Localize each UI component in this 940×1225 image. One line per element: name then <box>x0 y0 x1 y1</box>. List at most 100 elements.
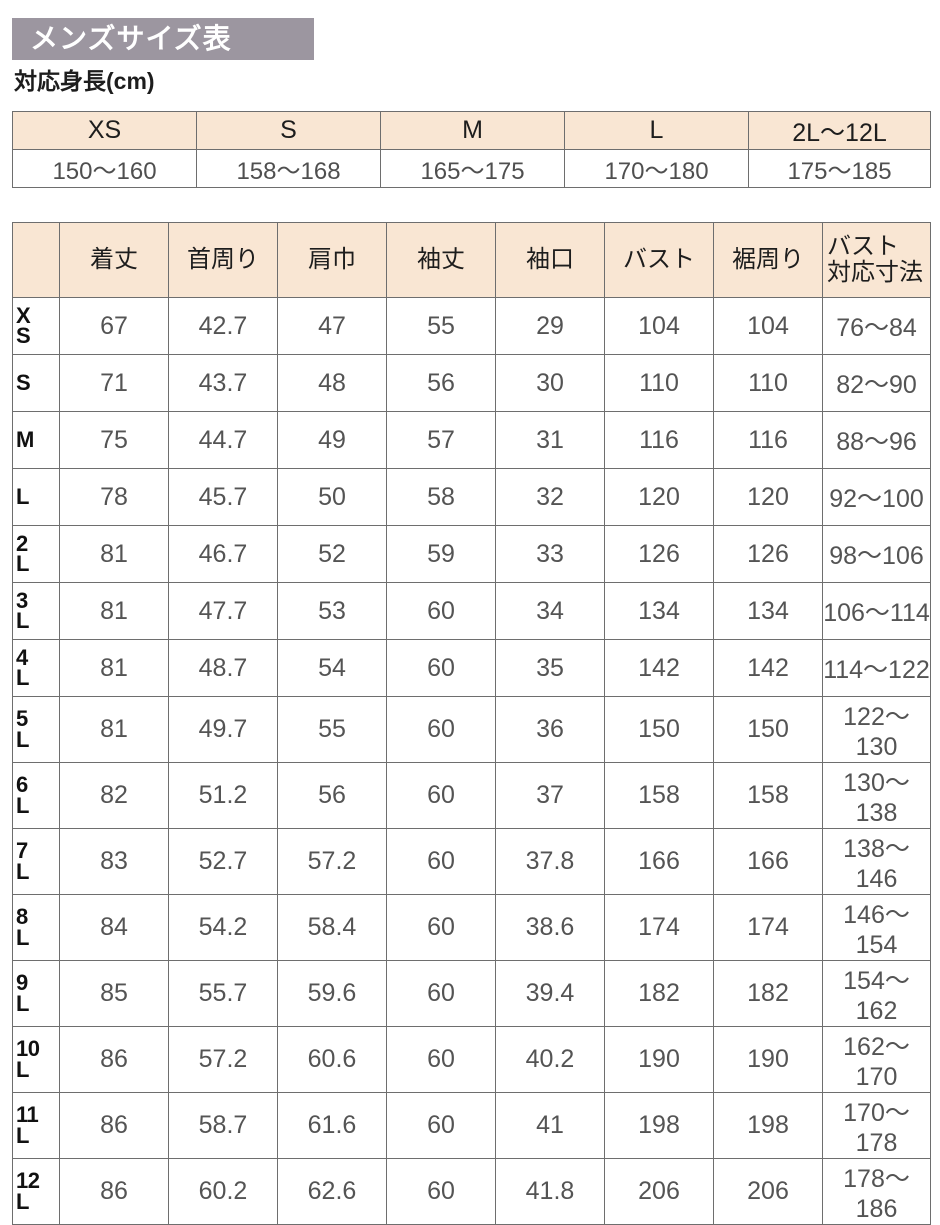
cell-c6: 126 <box>604 525 714 583</box>
row-size-label-bottom: L <box>16 1188 29 1214</box>
cell-c5: 30 <box>495 354 605 412</box>
cell-c3: 58.4 <box>277 894 387 961</box>
header-katahaba: 肩巾 <box>277 222 387 298</box>
table-row: 8 L 84 54.2 58.4 60 38.6 174 174 146〜154 <box>12 894 931 961</box>
row-size-label-top: 8 <box>16 904 28 930</box>
cell-c3: 47 <box>277 297 387 355</box>
cell-c1: 85 <box>59 960 169 1027</box>
cell-c1: 81 <box>59 639 169 697</box>
cell-c4: 60 <box>386 960 496 1027</box>
cell-c1: 67 <box>59 297 169 355</box>
cell-c2: 49.7 <box>168 696 278 763</box>
cell-c7: 120 <box>713 468 823 526</box>
row-size-label: S <box>12 354 60 412</box>
cell-c5: 39.4 <box>495 960 605 1027</box>
cell-c5: 34 <box>495 582 605 640</box>
cell-c3: 52 <box>277 525 387 583</box>
header-bust: バスト <box>604 222 714 298</box>
cell-c8: 76〜84 <box>822 297 931 355</box>
cell-c3: 48 <box>277 354 387 412</box>
cell-c8: 114〜122 <box>822 639 931 697</box>
header-sodeguchi: 袖口 <box>495 222 605 298</box>
table-row: X S 67 42.7 47 55 29 104 104 76〜84 <box>12 297 931 355</box>
cell-c7: 174 <box>713 894 823 961</box>
cell-c7: 134 <box>713 582 823 640</box>
size-chart-page: メンズサイズ表 対応身長(cm) XS S M L 2L〜12L 150〜160… <box>12 18 931 1225</box>
table-row: 6 L 82 51.2 56 60 37 158 158 130〜138 <box>12 762 931 829</box>
cell-c7: 110 <box>713 354 823 412</box>
row-size-label: L <box>12 468 60 526</box>
cell-c4: 56 <box>386 354 496 412</box>
cell-c3: 55 <box>277 696 387 763</box>
row-size-label-bottom: L <box>16 665 29 690</box>
cell-c4: 60 <box>386 582 496 640</box>
cell-c8: 178〜186 <box>822 1158 931 1225</box>
height-header-s: S <box>196 111 381 150</box>
header-susomawari: 裾周り <box>713 222 823 298</box>
row-size-label-top: 7 <box>16 838 28 864</box>
cell-c8: 162〜170 <box>822 1026 931 1093</box>
cell-c7: 142 <box>713 639 823 697</box>
cell-c1: 82 <box>59 762 169 829</box>
cell-c8: 98〜106 <box>822 525 931 583</box>
cell-c4: 60 <box>386 828 496 895</box>
cell-c5: 40.2 <box>495 1026 605 1093</box>
row-size-label: 10 L <box>12 1026 60 1093</box>
cell-c8: 138〜146 <box>822 828 931 895</box>
page-title: メンズサイズ表 <box>30 23 232 54</box>
row-size-label-top: 5 <box>16 706 28 732</box>
cell-c1: 86 <box>59 1026 169 1093</box>
cell-c7: 206 <box>713 1158 823 1225</box>
cell-c4: 60 <box>386 696 496 763</box>
table-row: 2 L 81 46.7 52 59 33 126 126 98〜106 <box>12 525 931 583</box>
row-size-label-top: 2 <box>16 530 28 556</box>
row-size-label-top: 11 <box>16 1102 39 1128</box>
height-header-m: M <box>380 111 565 150</box>
cell-c1: 75 <box>59 411 169 469</box>
cell-c4: 60 <box>386 762 496 829</box>
cell-c8: 82〜90 <box>822 354 931 412</box>
cell-c3: 53 <box>277 582 387 640</box>
table-row: 10 L 86 57.2 60.6 60 40.2 190 190 162〜170 <box>12 1026 931 1093</box>
cell-c3: 56 <box>277 762 387 829</box>
table-row: L 78 45.7 50 58 32 120 120 92〜100 <box>12 468 931 526</box>
row-size-label-top: 6 <box>16 772 28 798</box>
cell-c2: 48.7 <box>168 639 278 697</box>
header-sodetake: 袖丈 <box>386 222 496 298</box>
cell-c5: 38.6 <box>495 894 605 961</box>
cell-c4: 55 <box>386 297 496 355</box>
cell-c6: 150 <box>604 696 714 763</box>
cell-c1: 78 <box>59 468 169 526</box>
cell-c7: 182 <box>713 960 823 1027</box>
row-size-label-top: 10 <box>16 1036 40 1062</box>
cell-c6: 166 <box>604 828 714 895</box>
row-size-label-top: L <box>16 483 29 509</box>
table-row: 5 L 81 49.7 55 60 36 150 150 122〜130 <box>12 696 931 763</box>
row-size-label-top: 9 <box>16 970 28 996</box>
cell-c5: 36 <box>495 696 605 763</box>
cell-c7: 166 <box>713 828 823 895</box>
cell-c1: 71 <box>59 354 169 412</box>
cell-c3: 49 <box>277 411 387 469</box>
cell-c6: 104 <box>604 297 714 355</box>
cell-c8: 130〜138 <box>822 762 931 829</box>
table-row: 9 L 85 55.7 59.6 60 39.4 182 182 154〜162 <box>12 960 931 1027</box>
cell-c2: 45.7 <box>168 468 278 526</box>
row-size-label-bottom: L <box>16 924 29 950</box>
cell-c1: 86 <box>59 1092 169 1159</box>
header-bust-fit-size-line1: バスト <box>827 233 899 261</box>
cell-c7: 190 <box>713 1026 823 1093</box>
header-bust-fit-size-line2: 対応寸法 <box>827 259 923 286</box>
cell-c3: 60.6 <box>277 1026 387 1093</box>
row-size-label-bottom: L <box>16 726 29 752</box>
table-row: 7 L 83 52.7 57.2 60 37.8 166 166 138〜146 <box>12 828 931 895</box>
cell-c4: 60 <box>386 639 496 697</box>
cell-c3: 50 <box>277 468 387 526</box>
row-size-label-top: M <box>16 426 34 452</box>
cell-c7: 158 <box>713 762 823 829</box>
measurement-table-body: X S 67 42.7 47 55 29 104 104 76〜84 S 71 43.7 48 56 30 11… <box>12 297 931 1225</box>
